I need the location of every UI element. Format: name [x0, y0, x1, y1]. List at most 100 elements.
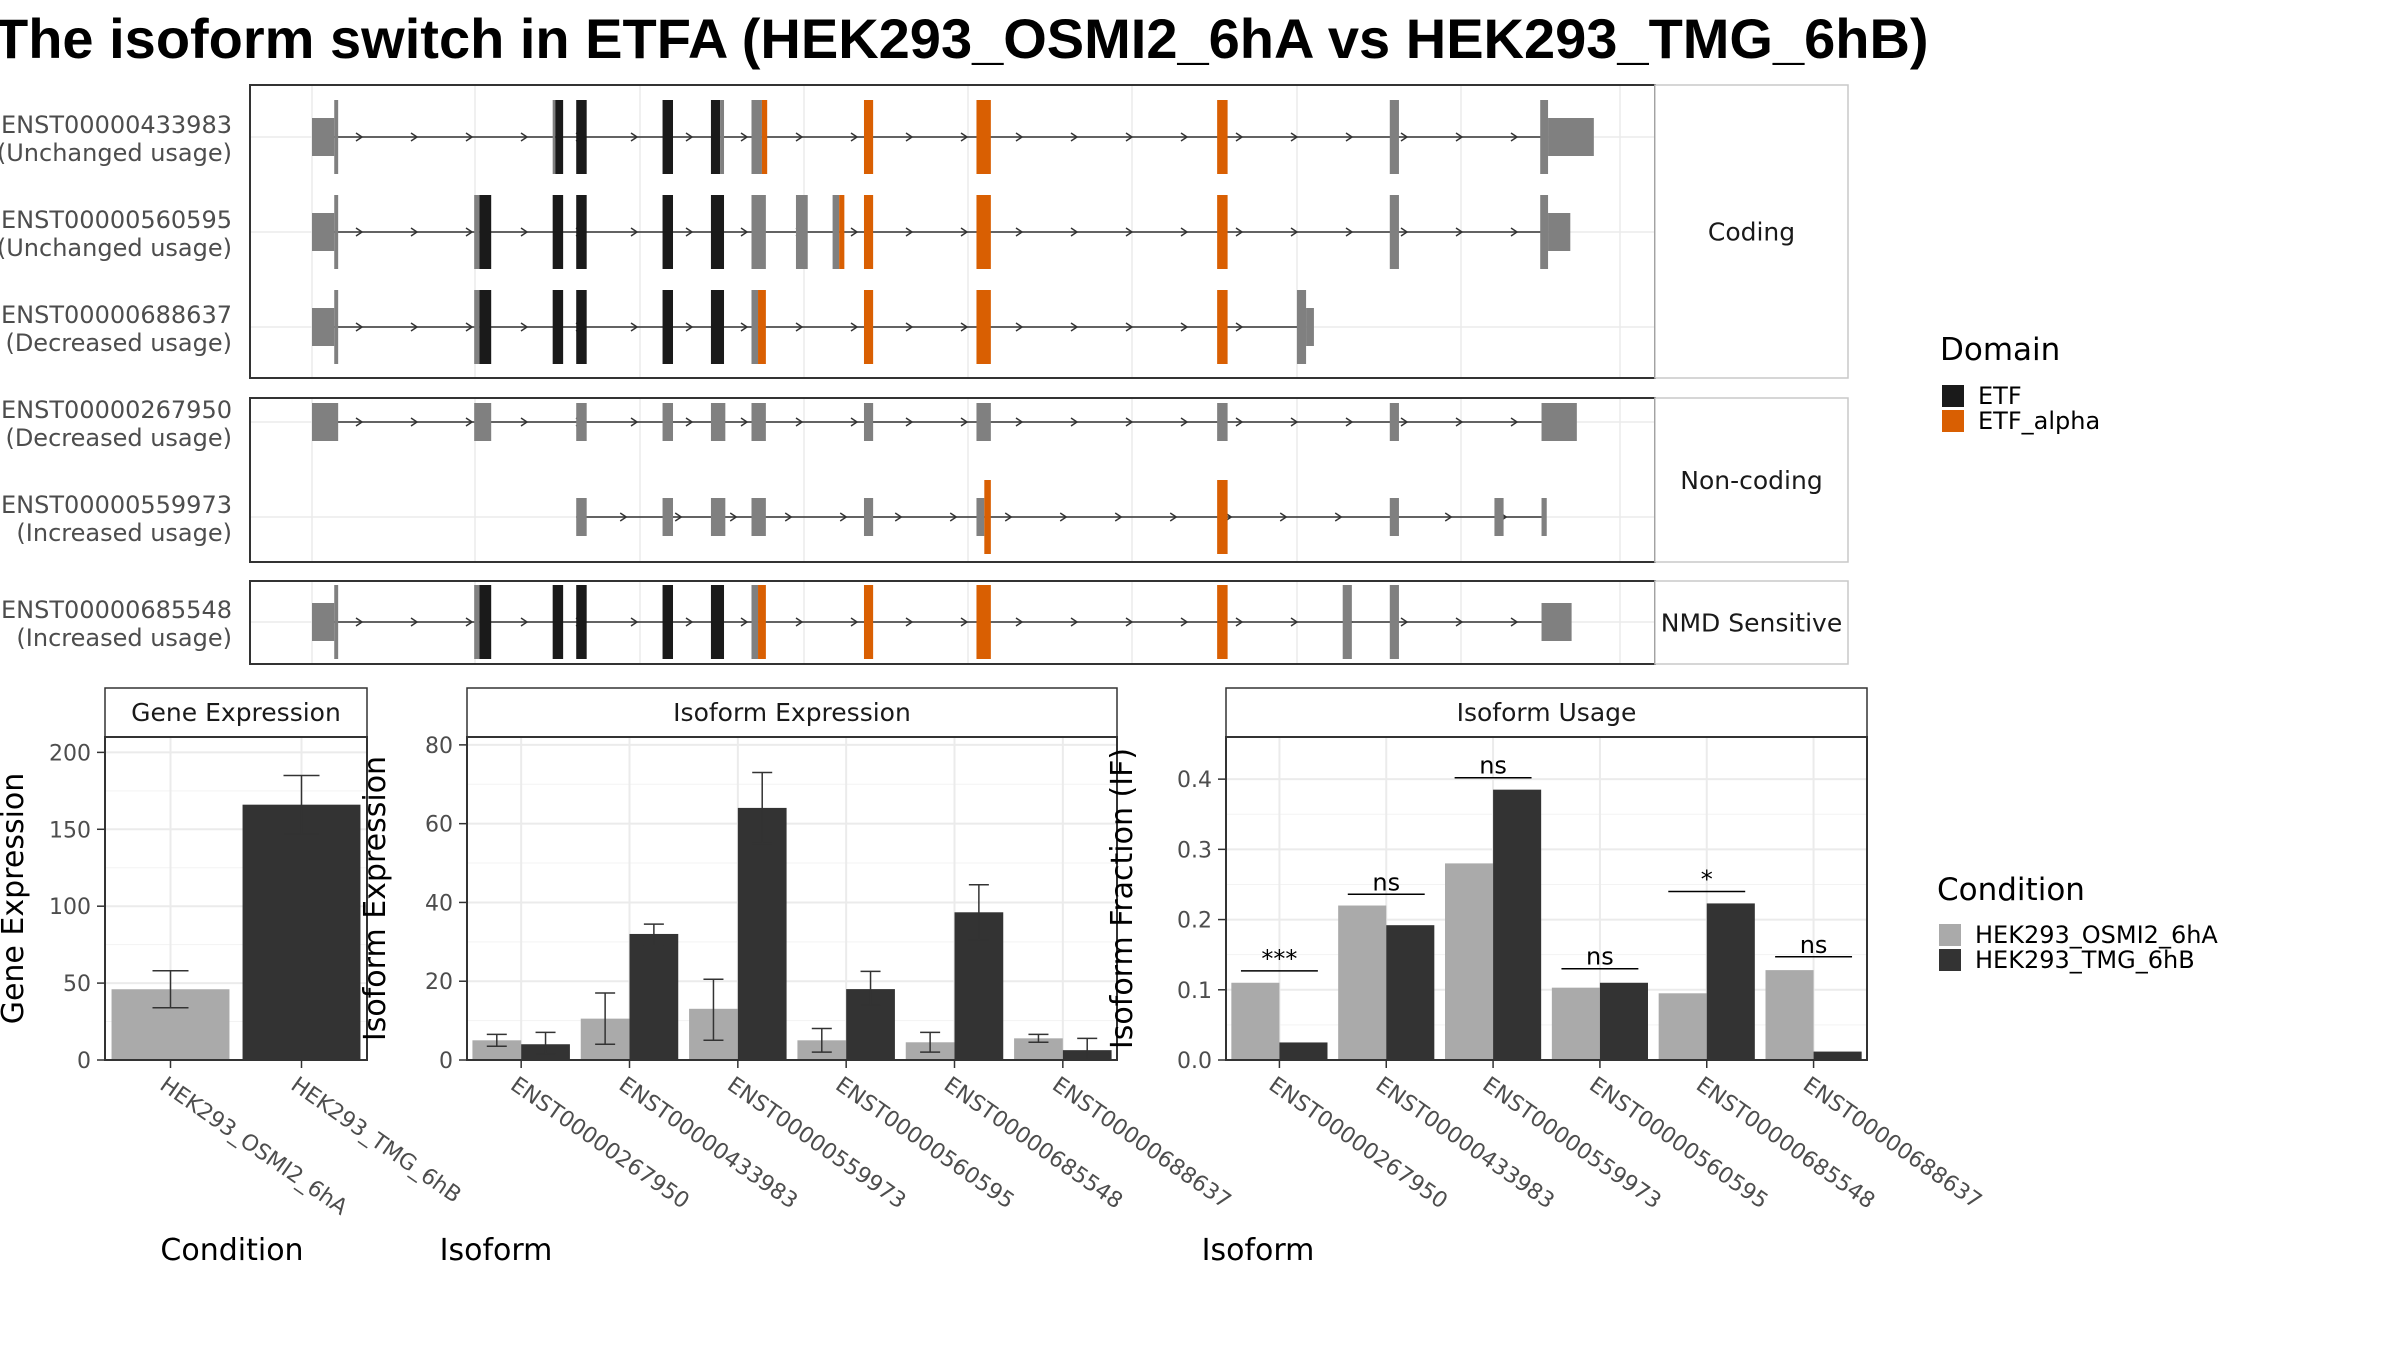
bar — [242, 804, 361, 1060]
exon-etf — [479, 195, 492, 269]
strand-arrow — [465, 227, 474, 237]
strand-arrow — [960, 417, 969, 427]
exon-cds — [474, 585, 480, 659]
facet-strip-label: Coding — [1708, 218, 1795, 247]
facet-strip — [466, 687, 1118, 738]
domain-legend-title: Domain — [1940, 332, 2060, 368]
exon-etf — [662, 290, 674, 364]
strand-arrow — [1400, 227, 1409, 237]
error-bar — [486, 1033, 507, 1047]
strand-arrow — [465, 132, 474, 142]
x-tick-label: ENST00000560595 — [1584, 1072, 1772, 1214]
bar — [1765, 970, 1814, 1060]
bar — [629, 933, 679, 1060]
exon-etf-alpha — [863, 100, 874, 174]
exon-nc — [751, 403, 766, 441]
transcript-group-nmd-sensitive: NMD Sensitive ENST00000685548(Increased u… — [1, 580, 1849, 665]
exon-etf-alpha — [863, 585, 874, 659]
transcript-usage-label: (Unchanged usage) — [0, 139, 232, 167]
strand-arrow — [1070, 617, 1079, 627]
bar — [1386, 925, 1435, 1060]
bar — [1599, 982, 1648, 1060]
strand-arrow — [1125, 132, 1134, 142]
bar-panel-gene-expression: Gene Expression050100150200HEK293_OSMI2_… — [0, 687, 465, 1268]
strand-arrow — [355, 417, 364, 427]
exon-cds — [334, 290, 339, 364]
strand-arrow — [1290, 227, 1299, 237]
exon-etf — [552, 585, 564, 659]
transcript-row: ENST00000560595(Unchanged usage) — [0, 195, 1571, 269]
strand-arrow — [1004, 512, 1013, 522]
exon-etf-alpha — [976, 290, 991, 364]
exon-cds — [751, 195, 766, 269]
transcript-group-non-coding: Non-coding ENST00000267950(Decreased usag… — [1, 396, 1849, 563]
strand-arrow — [1235, 227, 1244, 237]
strand-arrow — [1235, 617, 1244, 627]
y-axis-title: Isoform Fraction (IF) — [1105, 748, 1140, 1049]
strand-arrow — [630, 417, 639, 427]
exon-etf — [662, 195, 674, 269]
y-tick-label: 0.4 — [1177, 768, 1212, 793]
strand-arrow — [1180, 322, 1189, 332]
exon-etf — [552, 195, 564, 269]
bar — [1445, 863, 1494, 1060]
x-axis-title: Condition — [160, 1233, 303, 1268]
x-tick-label: ENST00000267950 — [506, 1072, 694, 1214]
exon-utr — [1541, 603, 1572, 641]
strand-arrow — [740, 417, 749, 427]
x-tick-label: ENST00000433983 — [614, 1072, 802, 1214]
x-tick-label: ENST00000685548 — [1691, 1072, 1879, 1214]
exon-etf-alpha — [1217, 480, 1228, 554]
facet-strip-label: Non-coding — [1680, 466, 1822, 495]
facet-strip — [104, 687, 368, 738]
bar — [1658, 993, 1707, 1060]
error-bar — [752, 771, 773, 845]
strand-arrow — [1400, 132, 1409, 142]
exon-utr — [1548, 118, 1594, 156]
x-tick-label: ENST00000685548 — [939, 1072, 1127, 1214]
strand-arrow — [1345, 417, 1354, 427]
y-tick-label: 100 — [49, 895, 91, 920]
bar — [1493, 789, 1542, 1060]
significance-label: * — [1701, 865, 1713, 893]
exon-nc — [474, 403, 492, 441]
strand-arrow — [1015, 417, 1024, 427]
exon-cds — [1540, 100, 1549, 174]
y-tick-label: 150 — [49, 818, 91, 843]
bar-chart-panels: Gene Expression050100150200HEK293_OSMI2_… — [0, 687, 1986, 1268]
error-bar — [860, 970, 881, 1006]
domain-legend-swatch — [1942, 410, 1964, 432]
error-bar — [920, 1031, 941, 1053]
strand-arrow — [795, 132, 804, 142]
bar — [1551, 987, 1600, 1060]
exon-etf-alpha — [976, 195, 991, 269]
strand-arrow — [740, 322, 749, 332]
bar-panel-isoform-expression: Isoform Expression 0 20 40 60 80 ENST000002679… — [358, 687, 1235, 1268]
strand-arrow — [850, 617, 859, 627]
exon-cds — [751, 100, 762, 174]
exon-etf-alpha — [863, 195, 874, 269]
strand-arrow — [795, 617, 804, 627]
exon-etf — [576, 290, 587, 364]
x-tick-label: ENST00000433983 — [1371, 1072, 1559, 1214]
strand-arrow — [949, 512, 958, 522]
strand-arrow — [630, 617, 639, 627]
strand-arrow — [465, 322, 474, 332]
exon-cds — [1296, 290, 1307, 364]
condition-legend-label: HEK293_TMG_6hB — [1975, 946, 2195, 974]
strand-arrow — [1059, 512, 1068, 522]
exon-etf — [662, 585, 674, 659]
y-axis-title: Gene Expression — [0, 773, 31, 1025]
strand-arrow — [685, 132, 694, 142]
y-tick-label: 20 — [425, 970, 453, 995]
exon-nc — [710, 498, 726, 536]
strand-arrow — [1455, 132, 1464, 142]
strand-arrow — [960, 227, 969, 237]
chart-title: The isoform switch in ETFA (HEK293_OSMI2… — [0, 7, 1929, 70]
bar-panel-isoform-usage: Isoform Usage *** ns ns ns * ns 0.0 0.1 0.2 0.3 0.4… — [1105, 687, 1986, 1268]
exon-cds — [1389, 100, 1399, 174]
condition-legend-swatch — [1939, 949, 1961, 971]
exon-nc — [576, 403, 587, 441]
strand-arrow — [1070, 132, 1079, 142]
